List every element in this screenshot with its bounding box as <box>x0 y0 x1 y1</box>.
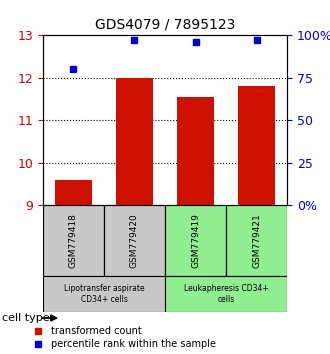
Text: GSM779418: GSM779418 <box>69 213 78 268</box>
Text: Lipotransfer aspirate
CD34+ cells: Lipotransfer aspirate CD34+ cells <box>64 284 144 303</box>
Bar <box>116 78 153 205</box>
Bar <box>165 276 287 312</box>
Text: percentile rank within the sample: percentile rank within the sample <box>51 339 216 349</box>
Text: cell type: cell type <box>2 313 49 323</box>
Bar <box>226 205 287 276</box>
Text: GSM779419: GSM779419 <box>191 213 200 268</box>
Text: Leukapheresis CD34+
cells: Leukapheresis CD34+ cells <box>184 284 268 303</box>
Bar <box>55 180 92 205</box>
Text: transformed count: transformed count <box>51 326 142 336</box>
Bar <box>104 205 165 276</box>
Bar <box>43 276 165 312</box>
Bar <box>43 205 104 276</box>
Title: GDS4079 / 7895123: GDS4079 / 7895123 <box>95 17 235 32</box>
Text: GSM779420: GSM779420 <box>130 213 139 268</box>
Bar <box>165 205 226 276</box>
Bar <box>177 97 214 205</box>
Text: GSM779421: GSM779421 <box>252 213 261 268</box>
Bar <box>238 86 275 205</box>
